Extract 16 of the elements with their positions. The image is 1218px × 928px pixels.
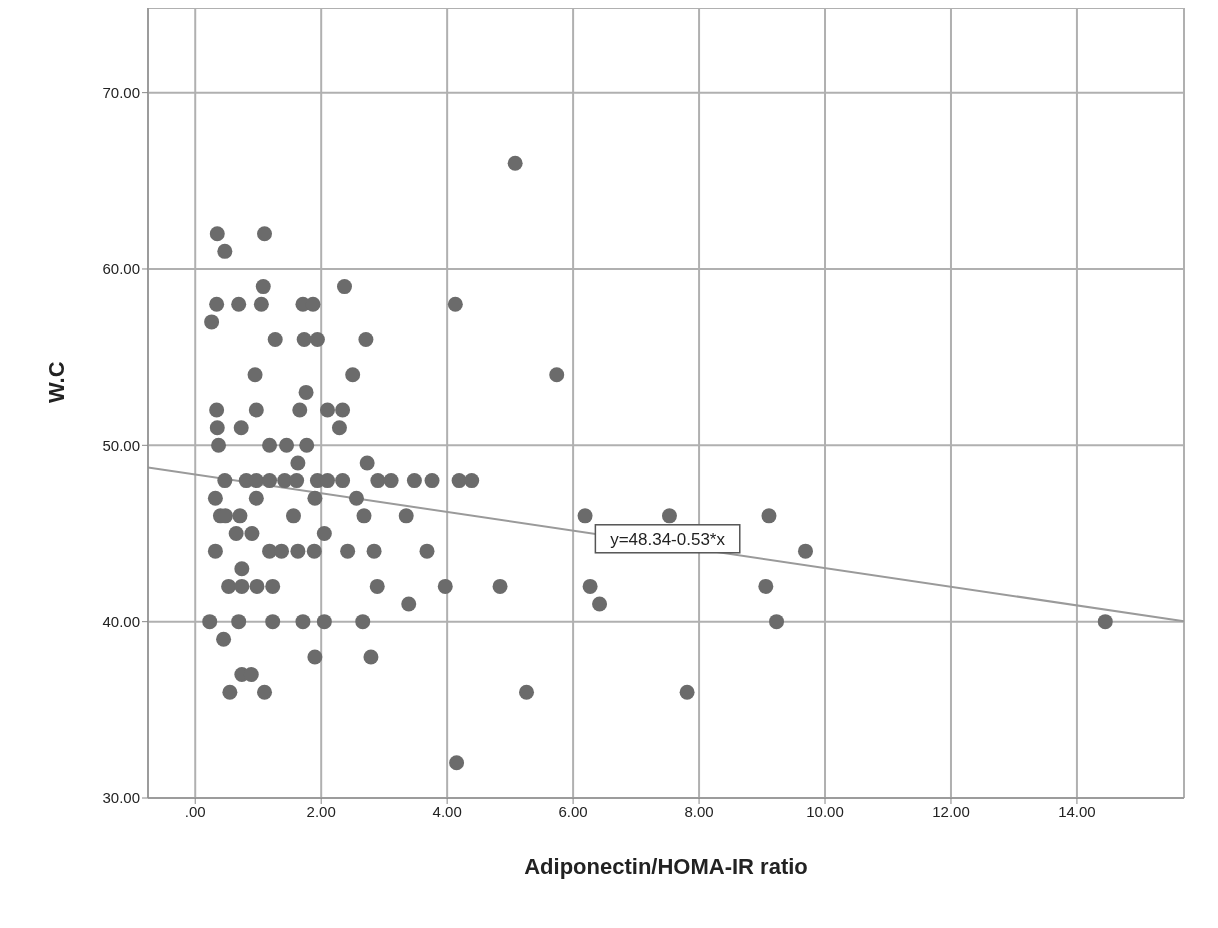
- x-tick-label: .00: [184, 802, 206, 820]
- x-tick-label: 4.00: [432, 802, 462, 820]
- x-tick-label: 10.00: [806, 802, 844, 820]
- x-tick-label: 6.00: [558, 802, 588, 820]
- x-tick-label: 14.00: [1058, 802, 1096, 820]
- y-tick-label: 40.00: [102, 612, 140, 630]
- y-tick-label: 70.00: [102, 83, 140, 101]
- y-tick-label: 50.00: [102, 436, 140, 454]
- x-axis-title: Adiponectin/HOMA-IR ratio: [524, 854, 808, 879]
- annotation: y=48.34-0.53*x: [610, 529, 726, 549]
- y-tick-label: 30.00: [102, 789, 140, 807]
- y-axis-title: W.C: [43, 361, 69, 403]
- x-tick-label: 2.00: [306, 802, 336, 820]
- x-tick-label: 12.00: [932, 802, 970, 820]
- x-tick-label: 8.00: [684, 802, 714, 820]
- y-tick-label: 60.00: [102, 260, 140, 278]
